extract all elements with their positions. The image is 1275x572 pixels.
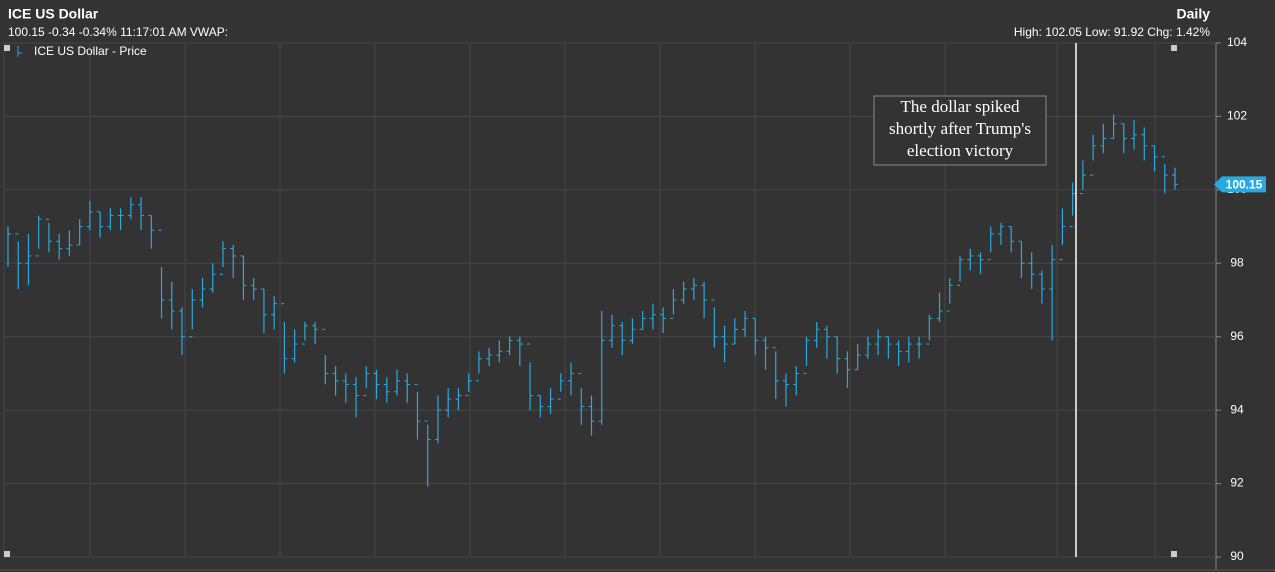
chart-title: ICE US Dollar — [8, 6, 99, 22]
corner-handle — [4, 45, 10, 51]
price-series — [7, 114, 1178, 487]
chart-subtitle: 100.15 -0.34 -0.34% 11:17:01 AM VWAP: — [8, 25, 228, 39]
last-price-tag — [1214, 176, 1266, 193]
y-tick-label: 94 — [1230, 402, 1244, 416]
y-tick-label: 104 — [1227, 35, 1247, 49]
y-tick-label: 96 — [1230, 329, 1244, 343]
last-price-label: 100.15 — [1226, 178, 1263, 192]
vertical-grid — [89, 43, 1156, 557]
stats: High: 102.05 Low: 91.92 Chg: 1.42% — [1014, 25, 1210, 39]
y-tick-label: 102 — [1227, 109, 1247, 123]
y-tick-label: 90 — [1230, 549, 1244, 563]
corner-handle — [1171, 551, 1177, 557]
annotation-text: The dollar spiked — [901, 97, 1020, 116]
annotation-text: election victory — [907, 141, 1014, 160]
corner-handle — [1171, 45, 1177, 51]
annotation-box — [873, 95, 1047, 166]
y-tick-label: 92 — [1230, 476, 1244, 490]
corner-handle — [4, 551, 10, 557]
legend-label: ICE US Dollar - Price — [34, 44, 147, 58]
legend: ICE US Dollar - Price — [17, 44, 147, 58]
y-tick-label: 98 — [1230, 255, 1244, 269]
annotation-text: shortly after Trump's — [889, 119, 1031, 138]
period: Daily — [1177, 6, 1211, 22]
